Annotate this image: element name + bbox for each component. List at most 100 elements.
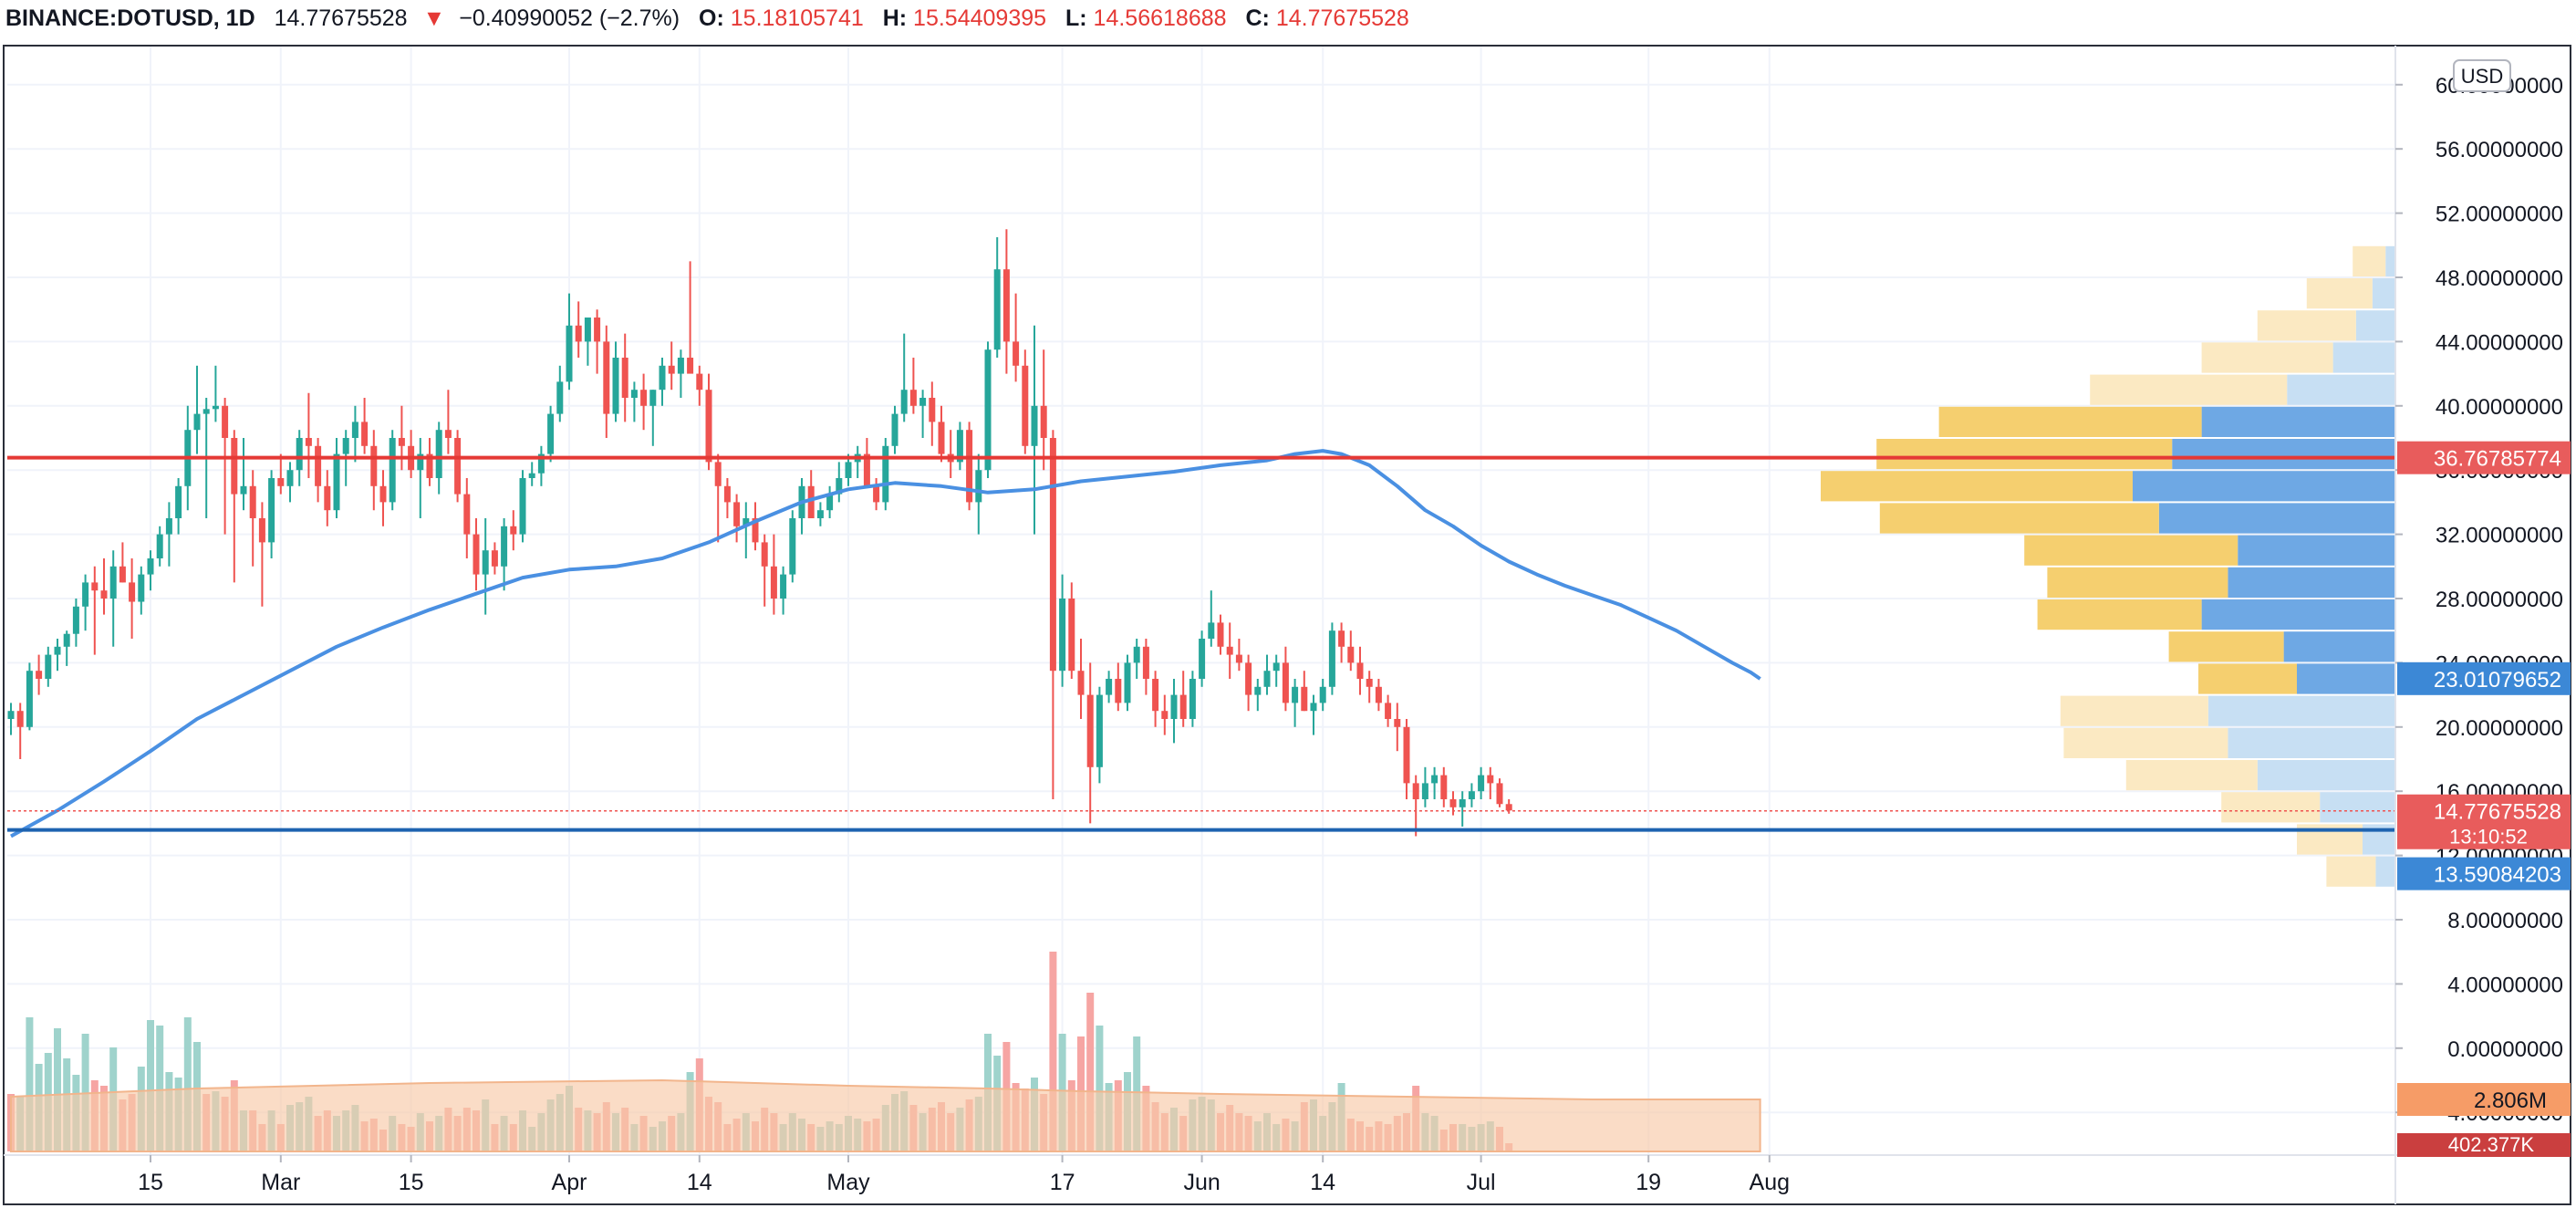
time-tick-label: 17 — [1050, 1170, 1075, 1195]
candle-body — [379, 485, 387, 503]
candle-body — [1170, 694, 1178, 719]
currency-label: USD — [2461, 65, 2503, 88]
candle-body — [547, 413, 555, 454]
candle-body — [863, 453, 870, 486]
candle-body — [1459, 799, 1466, 807]
volume-profile-up-row — [2063, 727, 2228, 758]
candle-body — [333, 453, 340, 511]
candle-body — [640, 390, 648, 406]
candle-body — [1106, 679, 1113, 695]
candle-body — [277, 478, 285, 486]
candle-body — [1226, 646, 1233, 655]
symbol-legend[interactable]: BINANCE:DOTUSD, 1D 14.77675528 ▼ −0.4099… — [5, 5, 1409, 31]
volume-profile-up-row — [2353, 245, 2386, 276]
volume-profile-up-row — [2168, 631, 2284, 662]
candle-body — [1487, 775, 1494, 784]
volume-profile-down-row — [2385, 245, 2395, 276]
candle-body — [1245, 662, 1252, 695]
candle-body — [882, 445, 889, 503]
price-tick-label: 0.00000000 — [2447, 1037, 2563, 1062]
candle-body — [743, 518, 750, 526]
volume-bar — [1049, 952, 1057, 1151]
candle-body — [900, 390, 908, 414]
candle-body — [705, 390, 712, 463]
candle-body — [212, 405, 219, 410]
candle-body — [836, 478, 843, 495]
high-label: H: — [883, 5, 907, 31]
price-tick-label: 28.00000000 — [2436, 588, 2563, 612]
candle-body — [463, 494, 471, 535]
volume-profile-down-row — [2257, 760, 2395, 791]
candle-body — [119, 566, 126, 583]
price-tick-label: 44.00000000 — [2436, 330, 2563, 355]
volume-profile-down-row — [2355, 310, 2395, 341]
volume-ma-badge-label: 2.806M — [2474, 1088, 2547, 1113]
candle-body — [873, 485, 880, 503]
time-tick-label: 19 — [1636, 1170, 1661, 1195]
candle-body — [398, 438, 405, 446]
support-badge: 13.59084203 — [2397, 857, 2571, 891]
candle-body — [733, 502, 741, 526]
candle-body — [993, 269, 1001, 350]
volume-profile-up-row — [2221, 792, 2321, 823]
time-axis[interactable]: 15 Mar 15 Apr 14 May 17 Jun 14 Jul 19 Aug — [138, 1155, 1790, 1195]
candle-body — [231, 438, 238, 495]
low-label: L: — [1065, 5, 1087, 31]
candle-body — [165, 518, 172, 535]
ma-badge: 23.01079652 — [2397, 661, 2571, 695]
candle-body — [435, 430, 442, 478]
volume-profile-up-row — [2047, 567, 2228, 598]
candle-body — [1086, 694, 1094, 767]
candle-body — [1338, 630, 1345, 647]
price-axis[interactable]: 60.0000000056.0000000052.0000000048.0000… — [2395, 74, 2563, 1126]
volume-profile-down-row — [2287, 374, 2395, 405]
volume-profile-up-row — [1876, 439, 2173, 470]
candle-body — [1115, 679, 1122, 703]
change-value: −0.40990052 (−2.7%) — [459, 5, 680, 31]
volume-bar — [1086, 993, 1095, 1151]
candle-body — [519, 478, 526, 535]
candle-body — [156, 534, 163, 558]
time-tick-label: Jul — [1467, 1170, 1496, 1195]
volume-profile-down-row — [2332, 342, 2395, 373]
candle-body — [193, 413, 201, 431]
candle-body — [1412, 783, 1419, 799]
candle-body — [1077, 671, 1085, 695]
candle-body — [473, 534, 480, 575]
candle-body — [54, 646, 61, 655]
candle-body — [1478, 775, 1485, 792]
currency-chip[interactable] — [2453, 59, 2511, 92]
candle-body — [1319, 686, 1326, 703]
candle-body — [845, 462, 852, 478]
candle-body — [1142, 646, 1149, 679]
volume-profile-down-row — [2172, 439, 2395, 470]
candle-body — [1449, 799, 1457, 807]
down-arrow-icon: ▼ — [423, 5, 446, 31]
volume-ma-badge: 2.806M — [2397, 1083, 2571, 1116]
volume-badge: 402.377K — [2397, 1133, 2571, 1157]
time-tick-label: 15 — [138, 1170, 163, 1195]
candle-body — [696, 373, 703, 391]
price-tick-label: 48.00000000 — [2436, 266, 2563, 291]
volume-profile-up-row — [2198, 663, 2297, 694]
candle-body — [612, 358, 619, 414]
candle-body — [1235, 654, 1242, 663]
candle-body — [556, 381, 564, 414]
volume-profile-up-row — [1821, 471, 2133, 502]
price-tick-label: 8.00000000 — [2447, 909, 2563, 933]
candle-body — [1049, 438, 1056, 672]
time-tick-label: May — [826, 1170, 870, 1195]
candle-body — [268, 478, 275, 543]
volume-profile-down-row — [2228, 567, 2395, 598]
volume-badge-label: 402.377K — [2448, 1133, 2535, 1156]
candle-body — [249, 485, 256, 518]
candle-body — [1394, 719, 1401, 727]
candle-body — [1347, 646, 1355, 663]
candle-body — [91, 582, 99, 591]
time-tick-label: Aug — [1750, 1170, 1790, 1195]
candle-body — [714, 462, 722, 486]
candle-body — [919, 398, 927, 406]
candle-body — [454, 438, 462, 495]
moving-average-line — [10, 449, 1761, 838]
